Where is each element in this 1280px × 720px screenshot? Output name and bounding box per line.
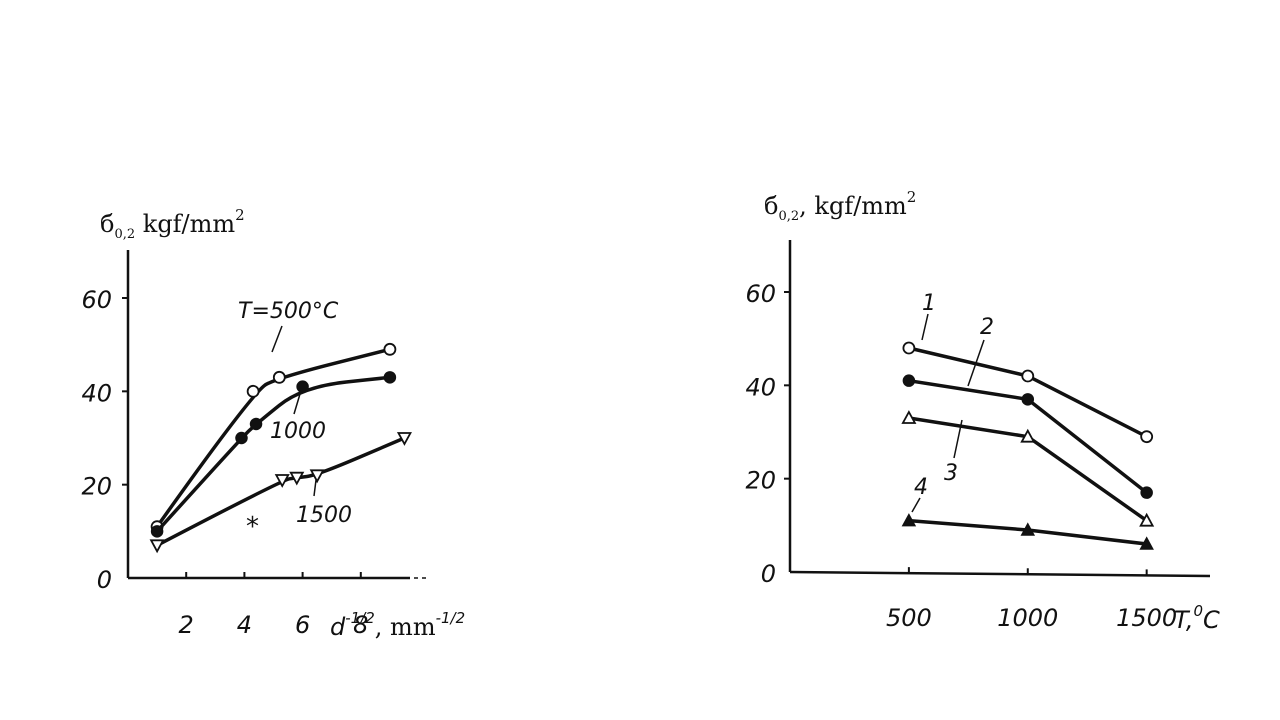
left-y-axis-title: б0,2 kgf/mm2: [100, 206, 245, 242]
left-y-tick-label: 0: [97, 566, 112, 594]
right-x-tick-label: 1500: [1116, 604, 1177, 632]
right-x-tick-label: 500: [886, 604, 932, 632]
right-label-leader-1: [967, 339, 985, 387]
right-series-0-point: [902, 341, 916, 355]
right-y-tick-label: 60: [745, 280, 776, 308]
left-series-0-point: [246, 384, 260, 398]
right-series-label-3: 4: [914, 475, 928, 500]
left-series-0-point: [272, 370, 286, 384]
right-series-3-point: [1139, 536, 1154, 550]
left-y-tick-label: 40: [81, 379, 112, 407]
right-x-axis-title: T,0C: [1174, 602, 1220, 634]
right-x-tick-label: 1000: [997, 604, 1058, 632]
left-series-1-point: [235, 431, 248, 445]
right-ylabel-sup: 2: [907, 188, 917, 206]
right-xlabel-unit: C: [1203, 606, 1220, 634]
left-series-2-point: [149, 539, 165, 554]
left-series-line-1: [155, 375, 392, 534]
right-x-axis: [789, 570, 1211, 578]
left-series-label-1: 1000: [270, 419, 326, 444]
left-y-tick-label: 20: [81, 473, 112, 501]
right-y-tick-label: 0: [761, 560, 776, 588]
right-y-axis-title: б0,2, kgf/mm2: [764, 188, 916, 224]
right-ticks: 0 20 40 60 500 1000 1500: [745, 280, 1177, 632]
left-series-line-0: [155, 347, 392, 529]
right-series-2-point: [901, 410, 917, 424]
left-series-0-point: [383, 342, 397, 356]
right-series: [901, 341, 1155, 550]
left-series-1-point: [383, 371, 397, 384]
right-label-leader-0: [921, 313, 929, 341]
left-x-tick-label: 2: [179, 611, 194, 639]
right-series-label-2: 3: [944, 461, 958, 486]
left-series-2-point: [309, 469, 325, 484]
right-series-0-point: [1140, 430, 1154, 444]
left-y-tick-label: 60: [81, 286, 112, 314]
left-label-leader-0: [271, 325, 283, 353]
right-xlabel-main: T,: [1174, 606, 1193, 634]
left-series: [149, 342, 412, 554]
right-ylabel-unit: , kgf/mm: [799, 192, 907, 220]
left-x-axis-title: d-1/2, mm-1/2: [330, 609, 465, 641]
right-label-leader-3: [911, 497, 921, 513]
right-ylabel-sub: 0,2: [778, 209, 799, 224]
left-series-1-point: [150, 525, 164, 538]
left-ylabel-main: б: [100, 210, 114, 238]
left-xlabel-sup: -1/2: [345, 609, 375, 627]
right-label-leader-2: [953, 419, 963, 459]
left-label-leader-1: [293, 393, 301, 415]
left-series-label-2: 1500: [296, 503, 352, 528]
right-series-1-point: [1140, 486, 1153, 499]
right-ylabel-main: б: [764, 192, 778, 220]
left-xlabel-main: d: [330, 613, 346, 641]
left-ylabel-sub: 0,2: [114, 227, 135, 242]
left-series-2-point: [289, 471, 305, 486]
right-series-3-point: [1020, 522, 1036, 536]
left-series-label-0: T=500°C: [238, 299, 339, 324]
left-x-tick-label: 8: [353, 611, 368, 639]
right-series-2-point: [1139, 512, 1155, 527]
right-y-tick-label: 40: [745, 373, 776, 401]
left-series-1-point: [249, 417, 263, 431]
right-series-2-point: [1020, 428, 1036, 443]
left-series-2-point: [274, 474, 290, 488]
left-ticks: 0 20 40 60 2 4 6 8: [81, 286, 368, 639]
left-annotation-star: *: [246, 512, 259, 542]
left-xlabel-unit-sup: -1/2: [436, 609, 466, 627]
left-xlabel-unit: , mm: [375, 613, 436, 641]
left-x-tick-label: 6: [295, 611, 310, 639]
left-label-leader-2: [313, 479, 317, 497]
right-series-1-point: [902, 374, 916, 387]
right-y-tick-label: 20: [745, 467, 776, 495]
right-series-3-point: [901, 513, 917, 527]
left-x-tick-label: 4: [237, 611, 252, 639]
right-series-0-point: [1021, 369, 1035, 383]
right-series-label-0: 1: [922, 291, 936, 316]
left-ylabel-unit: kgf/mm: [135, 210, 235, 238]
left-ylabel-sup: 2: [235, 206, 245, 224]
right-xlabel-sup: 0: [1193, 602, 1203, 620]
right-series-1-point: [1021, 393, 1035, 406]
left-series-2-point: [396, 432, 412, 446]
right-series-label-1: 2: [980, 315, 994, 340]
left-series-1-point: [296, 380, 309, 393]
